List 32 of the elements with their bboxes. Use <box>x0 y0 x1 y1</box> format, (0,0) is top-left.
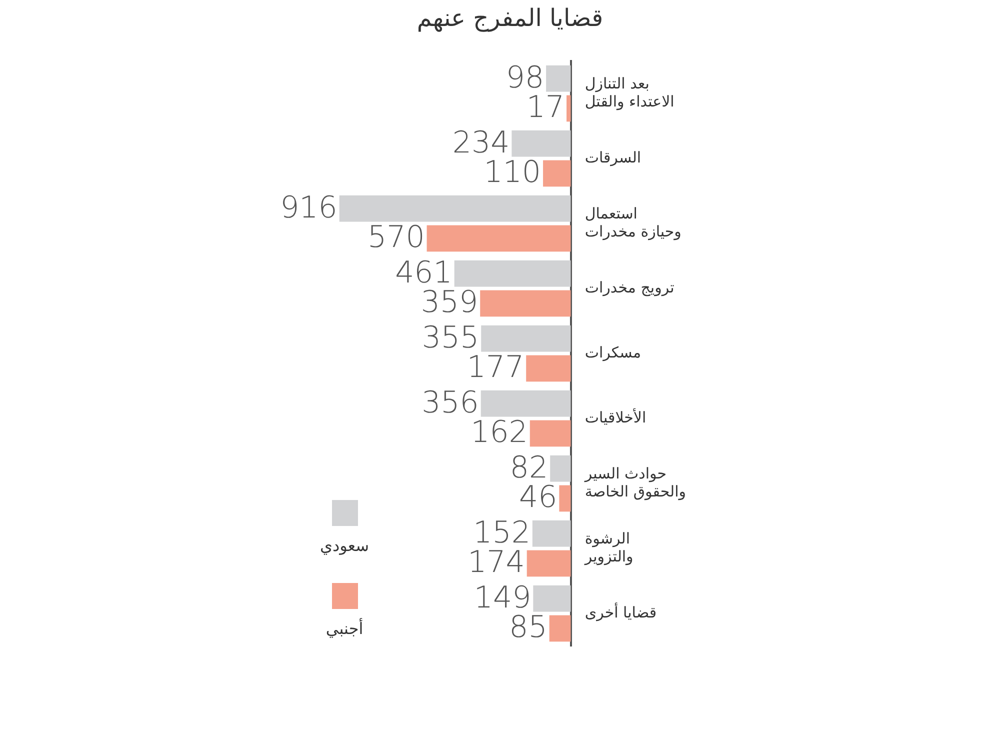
bar <box>543 160 571 187</box>
bar <box>530 420 571 447</box>
bar <box>480 290 571 317</box>
data-label: 916 <box>280 190 338 226</box>
bar <box>480 390 571 417</box>
y-tick-label: الأخلاقيات <box>584 407 646 426</box>
y-tick-label: ترويج مخدرات <box>584 278 674 296</box>
bar <box>512 130 571 157</box>
y-tick-label: بعد التنازل الاعتداء والقتل <box>584 74 674 110</box>
bar <box>526 355 571 382</box>
bar <box>559 485 571 512</box>
y-tick-label: السرقات <box>584 148 642 166</box>
y-tick-label: قضايا أخرى <box>584 602 657 622</box>
y-tick-label: استعمال وحيازة مخدرات <box>584 204 682 240</box>
chart-title: قضايا المفرج عنهم <box>416 4 604 32</box>
bar <box>550 455 571 482</box>
bar <box>339 195 571 222</box>
y-tick-label: مسكرات <box>584 343 642 362</box>
bar <box>481 325 571 352</box>
bar <box>549 615 571 642</box>
legend-label: سعودي <box>320 536 370 555</box>
bar <box>426 225 571 252</box>
bar <box>526 550 571 577</box>
bar <box>533 585 571 612</box>
bar <box>566 95 571 122</box>
bar <box>532 520 571 547</box>
data-label: 570 <box>368 220 425 256</box>
bar <box>546 65 571 92</box>
y-tick-label: الرشوة والتزوير <box>584 529 634 566</box>
bar <box>454 260 571 287</box>
y-tick-label: حوادث السير والحقوق الخاصة <box>584 464 686 500</box>
legend-label: أجنبي <box>326 619 364 638</box>
